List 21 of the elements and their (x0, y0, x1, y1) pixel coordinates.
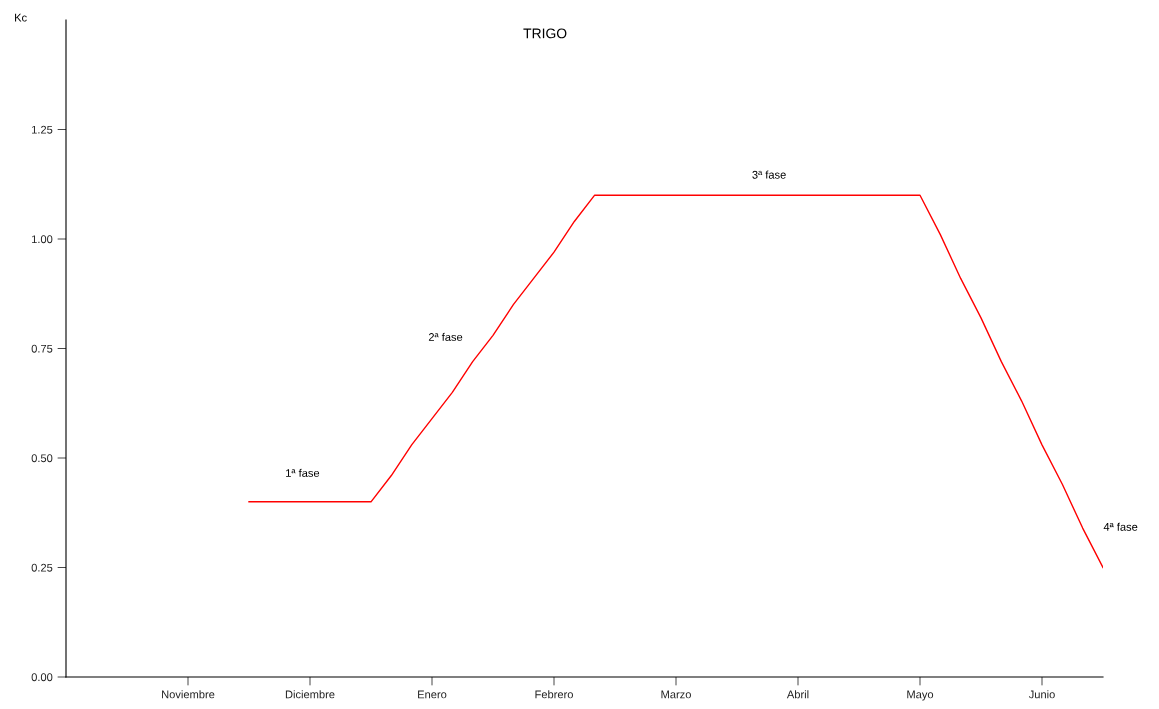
y-tick-label: 0.25 (31, 563, 53, 572)
y-tick-label: 0.75 (31, 344, 53, 353)
x-tick-label: Enero (418, 690, 447, 699)
annotation: 1ª fase (286, 468, 320, 477)
y-tick-label: 0.50 (31, 454, 53, 463)
x-tick-label: Febrero (535, 690, 573, 699)
x-tick-label: Mayo (907, 690, 934, 701)
line-series (248, 194, 1103, 569)
x-tick-label: Noviembre (162, 690, 215, 699)
x-tick-label: Junio (1028, 690, 1055, 699)
x-tick-label: Abril (786, 690, 809, 699)
annotation: 4ª fase (1103, 522, 1138, 531)
y-axis-title: Kc (15, 13, 27, 22)
x-tick-label: Diciembre (285, 690, 335, 699)
annotation: 3ª fase (752, 170, 786, 179)
chart-title: TRIGO (523, 28, 567, 39)
x-tick-label: Marzo (661, 690, 691, 699)
y-tick-label: 1.00 (32, 235, 53, 244)
y-tick-label: 0.00 (31, 673, 53, 682)
annotation: 2ª fase (428, 332, 463, 341)
y-tick-label: 1.25 (32, 125, 53, 134)
